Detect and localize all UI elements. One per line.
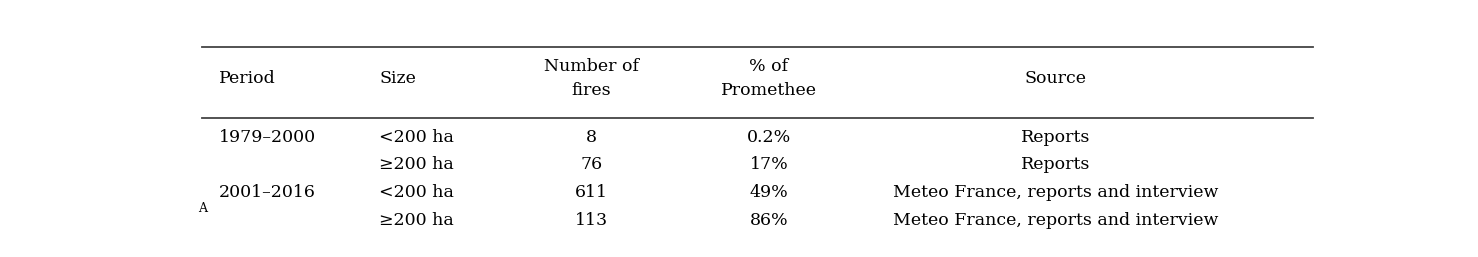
Text: Period: Period [219,70,276,87]
Text: Reports: Reports [1021,156,1089,173]
Text: A: A [198,202,207,215]
Text: Reports: Reports [1021,129,1089,146]
Text: 1979–2000: 1979–2000 [219,129,316,146]
Text: <200 ha: <200 ha [380,184,454,201]
Text: Meteo France, reports and interview: Meteo France, reports and interview [893,184,1218,201]
Text: 76: 76 [581,156,603,173]
Text: 113: 113 [575,212,607,229]
Text: 8: 8 [585,129,597,146]
Text: % of
Promethee: % of Promethee [721,58,817,99]
Text: Number of
fires: Number of fires [544,58,638,99]
Text: 0.2%: 0.2% [746,129,791,146]
Text: 2001–2016: 2001–2016 [219,184,316,201]
Text: 49%: 49% [749,184,788,201]
Text: Size: Size [380,70,417,87]
Text: 611: 611 [575,184,607,201]
Text: <200 ha: <200 ha [380,129,454,146]
Text: Meteo France, reports and interview: Meteo France, reports and interview [893,212,1218,229]
Text: ≥200 ha: ≥200 ha [380,156,454,173]
Text: Source: Source [1024,70,1086,87]
Text: 86%: 86% [749,212,788,229]
Text: 17%: 17% [749,156,788,173]
Text: ≥200 ha: ≥200 ha [380,212,454,229]
